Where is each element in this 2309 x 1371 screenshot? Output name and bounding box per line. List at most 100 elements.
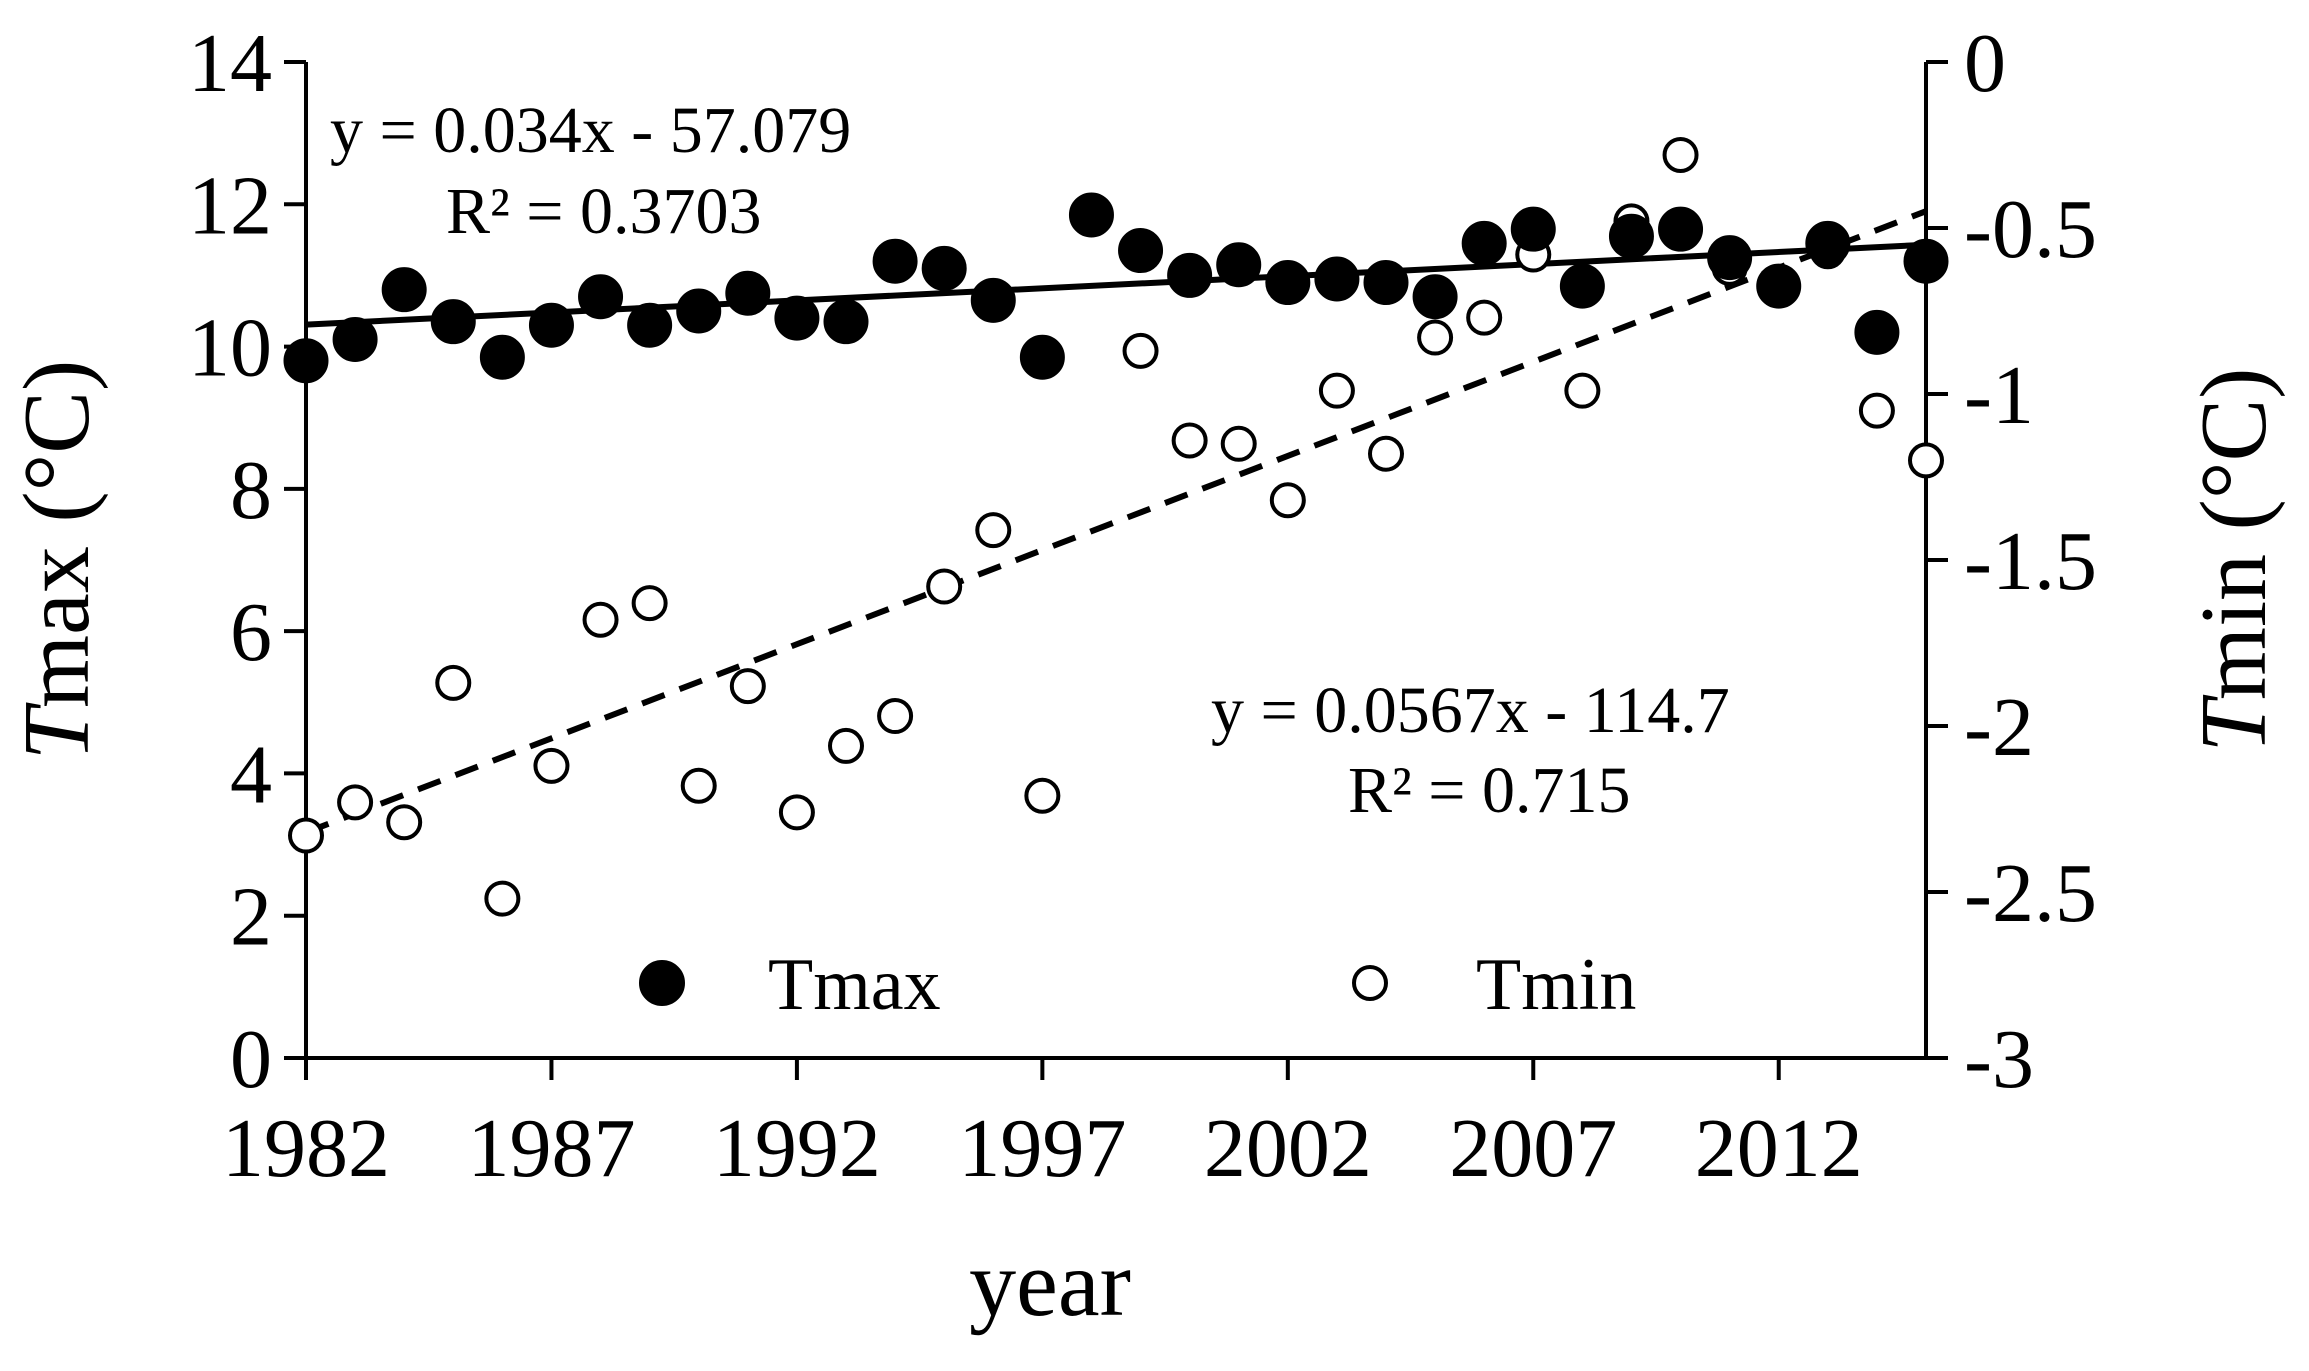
left-y-tick-label: 2 bbox=[230, 871, 272, 964]
tmin-point bbox=[533, 747, 570, 784]
left-y-tick-label: 6 bbox=[230, 586, 272, 679]
x-ticks: 1982 1987 1992 1997 2002 2007 2012 bbox=[222, 1058, 1863, 1195]
tmin-point bbox=[975, 512, 1012, 549]
tmin-point bbox=[582, 601, 619, 638]
tmax-point bbox=[921, 245, 967, 291]
right-y-tick-label: -2.5 bbox=[1964, 847, 2097, 940]
tmin-point bbox=[1662, 136, 1699, 173]
tmax-r2: R² = 0.3703 bbox=[446, 175, 762, 248]
tmin-point bbox=[1564, 372, 1601, 409]
tmin-point bbox=[1269, 482, 1306, 519]
left-y-tick-label: 0 bbox=[230, 1013, 272, 1106]
tmin-point bbox=[1220, 425, 1257, 462]
tmin-point bbox=[484, 880, 521, 917]
tmax-point bbox=[1854, 309, 1900, 355]
tmax-point bbox=[823, 299, 869, 345]
tmax-point bbox=[1805, 220, 1851, 266]
legend-label-tmin: Tmin bbox=[1476, 944, 1636, 1026]
tmin-point bbox=[877, 698, 914, 735]
tmax-point bbox=[528, 302, 574, 348]
x-tick-label: 1987 bbox=[467, 1102, 635, 1195]
tmax-point bbox=[676, 288, 722, 334]
x-tick-label: 1982 bbox=[222, 1102, 390, 1195]
legend-label-tmax: Tmax bbox=[768, 944, 941, 1026]
right-y-tick-label: -3 bbox=[1964, 1013, 2034, 1106]
left-y-tick-label: 14 bbox=[188, 17, 272, 110]
tmax-point bbox=[1559, 263, 1605, 309]
tmax-series bbox=[283, 192, 1949, 384]
trendline-tmax bbox=[305, 241, 1927, 328]
tmax-point bbox=[872, 238, 918, 284]
tmax-point bbox=[627, 302, 673, 348]
tmax-point bbox=[970, 277, 1016, 323]
right-y-tick-label: -2 bbox=[1964, 681, 2034, 774]
right-y-tick-label: 0 bbox=[1964, 17, 2006, 110]
left-y-axis-title-rest: max (°C) bbox=[5, 360, 109, 708]
tmin-equation: y = 0.0567x - 114.7 bbox=[1211, 674, 1730, 747]
tmax-point bbox=[1756, 263, 1802, 309]
x-tick-label: 2007 bbox=[1449, 1102, 1617, 1195]
left-y-tick-label: 12 bbox=[188, 159, 272, 252]
left-y-tick-label: 10 bbox=[188, 302, 272, 395]
right-y-tick-label: -1.5 bbox=[1964, 515, 2097, 608]
tmin-point bbox=[680, 767, 717, 804]
tmin-point bbox=[631, 585, 668, 622]
tmax-point bbox=[1118, 228, 1164, 274]
tmin-point bbox=[1368, 435, 1404, 472]
tmax-point bbox=[1363, 260, 1409, 306]
tmin-point bbox=[1318, 372, 1355, 409]
tmin-point bbox=[1417, 319, 1454, 356]
legend: Tmax Tmin bbox=[639, 944, 1636, 1026]
tmax-point bbox=[1412, 274, 1458, 320]
right-y-axis-title: Tmin (°C) bbox=[2182, 368, 2286, 753]
tmax-point bbox=[1265, 260, 1311, 306]
tmax-point bbox=[1314, 256, 1360, 302]
tmin-point bbox=[288, 817, 324, 854]
tmax-point bbox=[1707, 235, 1753, 281]
tmin-point bbox=[778, 794, 815, 831]
tmax-point bbox=[332, 316, 378, 362]
x-axis-title: year bbox=[969, 1232, 1131, 1336]
tmin-point bbox=[435, 664, 472, 701]
tmin-point bbox=[1466, 299, 1503, 336]
tmax-point bbox=[1903, 238, 1949, 284]
left-y-tick-label: 4 bbox=[230, 728, 272, 821]
x-tick-label: 2002 bbox=[1204, 1102, 1372, 1195]
tmax-point bbox=[479, 334, 525, 380]
tmin-point bbox=[337, 784, 374, 821]
left-y-axis-title: Tmax (°C) bbox=[5, 360, 109, 761]
tmax-point bbox=[430, 299, 476, 345]
right-y-ticks: -3 -2.5 -2 -1.5 -1 -0.5 0 bbox=[1926, 17, 2097, 1106]
right-y-axis-title-rest: min (°C) bbox=[2182, 368, 2286, 701]
tmax-point bbox=[1019, 334, 1065, 380]
tmax-point bbox=[283, 338, 329, 384]
left-y-axis-title-italic: T bbox=[5, 702, 109, 760]
tmax-point bbox=[381, 267, 427, 313]
right-y-axis-title-italic: T bbox=[2182, 694, 2286, 752]
tmin-r2: R² = 0.715 bbox=[1348, 754, 1631, 827]
tmax-point bbox=[1510, 206, 1556, 252]
left-y-ticks: 0 2 4 6 8 10 12 14 bbox=[188, 17, 306, 1106]
tmax-point bbox=[725, 270, 771, 316]
tmax-point bbox=[578, 274, 624, 320]
tmax-point bbox=[774, 295, 820, 341]
legend-marker-tmin bbox=[1352, 965, 1388, 1001]
x-tick-label: 1992 bbox=[713, 1102, 881, 1195]
tmin-point bbox=[1858, 392, 1895, 429]
x-tick-label: 2012 bbox=[1695, 1102, 1863, 1195]
right-y-tick-label: -1 bbox=[1964, 349, 2034, 442]
trendline-tmin bbox=[304, 208, 1928, 836]
tmax-equation: y = 0.034x - 57.079 bbox=[330, 94, 851, 167]
tmin-point bbox=[1024, 777, 1061, 814]
tmax-point bbox=[1608, 213, 1654, 259]
tmin-point bbox=[1908, 442, 1944, 479]
tmin-point bbox=[729, 668, 766, 705]
tmax-point bbox=[1068, 192, 1114, 238]
right-y-tick-label: -0.5 bbox=[1964, 183, 2097, 276]
legend-marker-tmax bbox=[639, 960, 685, 1006]
tmin-point bbox=[1122, 332, 1159, 369]
left-y-tick-label: 8 bbox=[230, 444, 272, 537]
tmax-point bbox=[1461, 220, 1507, 266]
tmin-point bbox=[386, 804, 423, 841]
